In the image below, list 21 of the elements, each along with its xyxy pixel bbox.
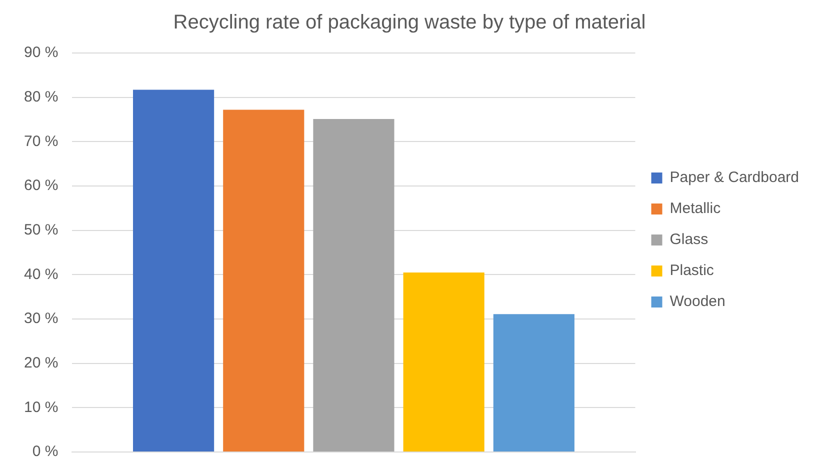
y-tick-label: 80 % <box>24 88 58 106</box>
y-tick-label: 20 % <box>24 354 58 372</box>
legend-label: Metallic <box>670 200 722 218</box>
legend-label: Paper & Cardboard <box>670 169 800 186</box>
y-tick-label: 10 % <box>24 398 58 416</box>
y-tick-label: 0 % <box>32 443 58 460</box>
legend-label: Glass <box>670 231 708 248</box>
legend-label: Wooden <box>670 293 726 310</box>
bar <box>133 90 214 452</box>
y-tick-label: 60 % <box>24 177 58 194</box>
legend-label: Plastic <box>670 262 714 280</box>
y-tick-label: 50 % <box>24 221 58 238</box>
bar <box>313 119 394 452</box>
y-tick-label: 40 % <box>24 266 58 283</box>
y-tick-label: 70 % <box>24 132 58 150</box>
y-tick-label: 30 % <box>24 310 58 328</box>
y-tick-label: 90 % <box>24 44 58 62</box>
bar <box>493 314 574 452</box>
chart-title: Recycling rate of packaging waste by type of material <box>173 12 646 34</box>
bar <box>403 272 484 452</box>
bar <box>223 110 304 452</box>
